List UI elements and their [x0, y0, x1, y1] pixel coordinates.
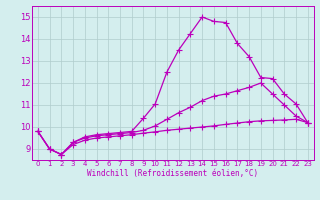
X-axis label: Windchill (Refroidissement éolien,°C): Windchill (Refroidissement éolien,°C) — [87, 169, 258, 178]
